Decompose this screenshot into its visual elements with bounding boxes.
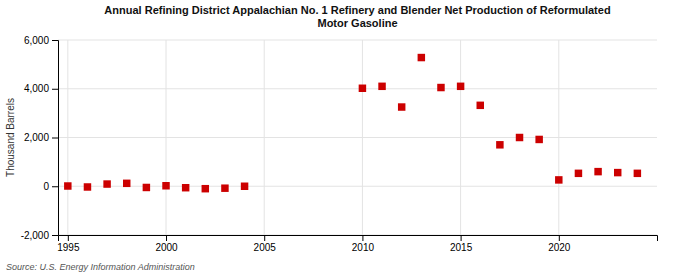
- tick-label: 0: [43, 181, 49, 192]
- point: [496, 141, 503, 148]
- tick-label: 2,000: [24, 132, 49, 143]
- point: [241, 183, 248, 190]
- tick-mark: [52, 235, 58, 236]
- point: [221, 184, 228, 191]
- point: [418, 54, 425, 61]
- tick-label: -2,000: [21, 230, 50, 241]
- x-axis: 1995 2000 2005 2010 2015 2020: [57, 235, 657, 253]
- chart: 1995 2000 2005 2010 2015 2020 -2,000 0 2,000 4,00…: [0, 0, 675, 275]
- point: [359, 85, 366, 92]
- point: [457, 83, 464, 90]
- tick-mark: [362, 235, 363, 241]
- marks: [64, 54, 641, 193]
- tick-mark: [52, 89, 58, 90]
- point: [516, 134, 523, 141]
- tick-label: 2020: [548, 242, 571, 253]
- title: Annual Refining District Appalachian No.…: [104, 4, 610, 29]
- grid-line: [166, 40, 167, 235]
- tick-mark: [264, 235, 265, 241]
- y-axis-title: Thousand Barrels: [5, 98, 16, 177]
- point: [555, 176, 562, 183]
- grid-line: [264, 40, 265, 235]
- tick: 0: [43, 181, 58, 192]
- point: [477, 102, 484, 109]
- tick: 2015: [450, 235, 473, 253]
- point: [398, 103, 405, 110]
- tick-mark: [166, 235, 167, 241]
- tick: 2,000: [24, 132, 58, 143]
- point: [634, 170, 641, 177]
- tick-mark: [52, 138, 58, 139]
- point: [64, 182, 71, 189]
- point: [103, 180, 110, 187]
- point: [143, 184, 150, 191]
- grid: [58, 40, 657, 235]
- point: [162, 182, 169, 189]
- tick: 6,000: [24, 35, 58, 46]
- tick: 2020: [548, 235, 571, 253]
- tick-label: 2015: [450, 242, 473, 253]
- grid-line: [362, 40, 363, 235]
- point: [575, 170, 582, 177]
- grid-line: [67, 40, 68, 235]
- tick: 2000: [155, 235, 178, 253]
- grid-line: [58, 40, 657, 41]
- tick: 4,000: [24, 83, 58, 94]
- tick-label: 6,000: [24, 35, 49, 46]
- point: [84, 183, 91, 190]
- point: [202, 185, 209, 192]
- tick-label: 4,000: [24, 83, 49, 94]
- tick-mark: [559, 235, 560, 241]
- tick-mark: [52, 40, 58, 41]
- annotation: Source: U.S. Energy Information Administ…: [6, 262, 195, 272]
- point: [614, 169, 621, 176]
- tick-label: 1995: [57, 242, 80, 253]
- axis-line: [52, 41, 59, 236]
- grid-line: [558, 40, 559, 235]
- grid-line: [58, 88, 657, 89]
- point: [535, 136, 542, 143]
- axis-line: [59, 236, 658, 242]
- tick-label: 2010: [352, 242, 375, 253]
- tick: 1995: [57, 235, 80, 253]
- y-axis: -2,000 0 2,000 4,000 6,000: [21, 35, 59, 241]
- tick-label: 2000: [155, 242, 178, 253]
- plot: 1995 2000 2005 2010 2015 2020 -2,000 0 2,000 4,00…: [21, 35, 658, 253]
- tick-mark: [52, 186, 58, 187]
- tick-mark: [461, 235, 462, 241]
- point: [182, 184, 189, 191]
- point: [123, 180, 130, 187]
- point: [437, 84, 444, 91]
- tick-label: 2005: [254, 242, 277, 253]
- point: [378, 83, 385, 90]
- point: [594, 168, 601, 175]
- tick: 2005: [254, 235, 277, 253]
- tick-mark: [68, 235, 69, 241]
- grid-line: [58, 137, 657, 138]
- tick: 2010: [352, 235, 375, 253]
- grid-line: [460, 40, 461, 235]
- tick: -2,000: [21, 230, 58, 241]
